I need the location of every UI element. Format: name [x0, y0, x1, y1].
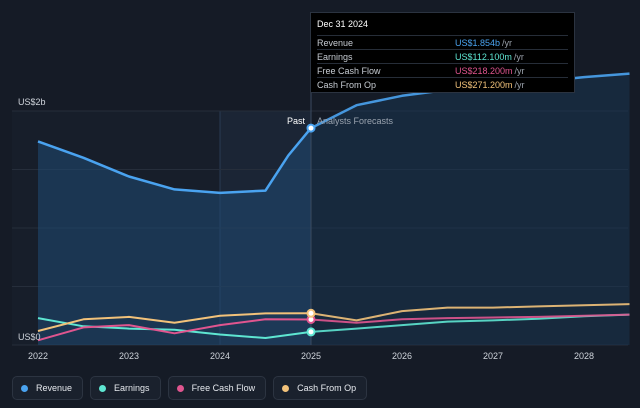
tooltip-label: Revenue — [317, 37, 354, 48]
tooltip-row-cash-from-op: Cash From Op US$271.200m/yr — [317, 77, 568, 91]
series-line-free-cash-flow — [37, 318, 312, 342]
series-line-earnings — [37, 317, 312, 339]
tooltip-value: US$218.200m/yr — [455, 66, 568, 76]
tooltip-label: Earnings — [317, 51, 353, 62]
x-tick-label: 2022 — [28, 351, 48, 361]
tooltip-unit: /yr — [513, 51, 524, 62]
tooltip-label: Cash From Op — [317, 79, 377, 90]
tooltip: Dec 31 2024 Revenue US$1.854b/yr Earning… — [310, 12, 575, 93]
tooltip-amount: US$271.200m — [455, 79, 513, 90]
legend-label: Cash From Op — [297, 383, 357, 393]
revenue-area-forecast — [311, 73, 630, 345]
legend-dot-icon — [99, 384, 107, 392]
legend-item-free-cash-flow[interactable]: Free Cash Flow — [167, 376, 267, 400]
x-tick-label: 2026 — [392, 351, 412, 361]
tooltip-value: US$1.854b/yr — [455, 38, 568, 48]
tooltip-amount: US$218.200m — [455, 65, 513, 76]
legend: Revenue Earnings Free Cash Flow Cash Fro… — [12, 376, 368, 400]
tooltip-value: US$271.200m/yr — [455, 80, 568, 90]
forecast-line-free-cash-flow — [310, 313, 630, 324]
legend-dot-icon — [21, 384, 28, 392]
legend-dot-icon — [176, 384, 184, 392]
financial-chart: Past Analysts Forecasts US$2b US$0 2022 2023 2… — [12, 72, 630, 361]
x-tick-label: 2027 — [483, 351, 503, 361]
data-point-marker — [306, 308, 316, 318]
x-tick-label: 2028 — [574, 351, 594, 361]
x-tick-label: 2023 — [119, 351, 139, 361]
tooltip-unit: /yr — [502, 37, 513, 48]
legend-item-cash-from-op[interactable]: Cash From Op — [273, 376, 368, 400]
y-tick-label: US$2b — [18, 97, 46, 107]
tooltip-unit: /yr — [514, 79, 525, 90]
y-tick-label: US$0 — [18, 332, 41, 342]
revenue-area-past — [38, 128, 311, 345]
x-tick-label: 2024 — [210, 351, 230, 361]
series-line-revenue — [37, 127, 312, 195]
tooltip-row-free-cash-flow: Free Cash Flow US$218.200m/yr — [317, 63, 568, 77]
series-line-cash-from-op — [37, 312, 312, 332]
tooltip-label: Free Cash Flow — [317, 65, 381, 76]
tooltip-amount: US$112.100m — [455, 51, 512, 62]
tooltip-row-earnings: Earnings US$112.100m/yr — [317, 49, 568, 63]
past-label: Past — [287, 116, 306, 126]
tooltip-value: US$112.100m/yr — [455, 52, 568, 62]
tooltip-unit: /yr — [514, 65, 525, 76]
legend-label: Earnings — [114, 383, 150, 393]
legend-dot-icon — [282, 384, 290, 392]
x-tick-label: 2025 — [301, 351, 321, 361]
tooltip-row-revenue: Revenue US$1.854b/yr — [317, 35, 568, 49]
tooltip-date: Dec 31 2024 — [317, 19, 369, 29]
legend-item-revenue[interactable]: Revenue — [12, 376, 84, 400]
data-point-marker — [306, 327, 316, 337]
legend-label: Revenue — [36, 383, 73, 393]
forecast-label: Analysts Forecasts — [317, 116, 394, 126]
forecast-line-cash-from-op — [310, 303, 630, 322]
tooltip-amount: US$1.854b — [455, 37, 501, 48]
legend-label: Free Cash Flow — [191, 383, 256, 393]
legend-item-earnings[interactable]: Earnings — [90, 376, 161, 400]
data-point-marker — [306, 123, 316, 133]
